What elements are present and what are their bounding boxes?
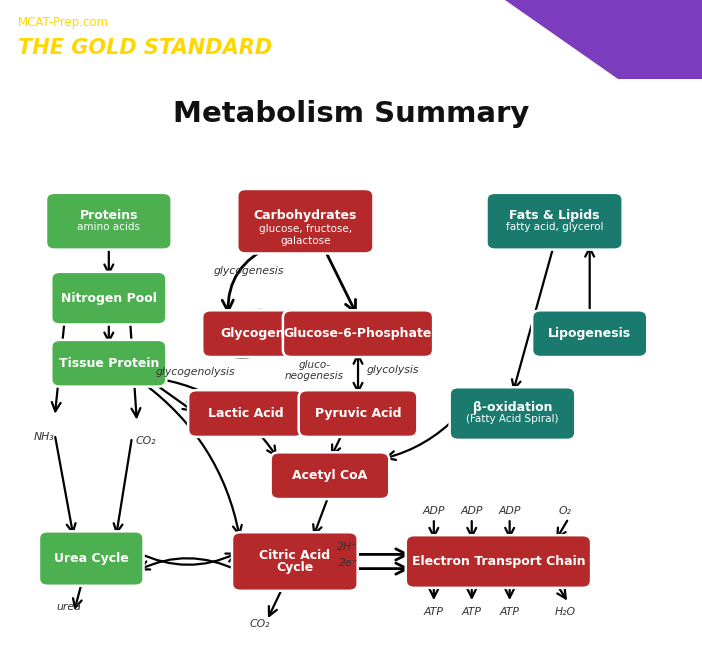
Text: Nitrogen Pool: Nitrogen Pool [61,292,157,305]
FancyBboxPatch shape [51,340,166,386]
Text: Electron Transport Chain: Electron Transport Chain [411,555,585,568]
Text: glycogenolysis: glycogenolysis [155,366,235,376]
Text: glycogenesis: glycogenesis [214,266,284,276]
Text: O₂: O₂ [559,506,571,516]
Text: Cycle: Cycle [276,561,314,574]
Text: Lactic Acid: Lactic Acid [208,407,284,420]
Text: Pyruvic Acid: Pyruvic Acid [314,407,402,420]
Text: CO₂: CO₂ [249,619,270,629]
Text: glucose, fructose,
galactose: glucose, fructose, galactose [259,224,352,246]
Text: amino acids: amino acids [77,222,140,232]
Text: Glycogen: Glycogen [220,327,285,340]
FancyBboxPatch shape [237,189,373,254]
Text: MCAT-Prep.com: MCAT-Prep.com [18,16,109,29]
Text: CO₂: CO₂ [135,436,157,446]
FancyBboxPatch shape [39,531,144,586]
FancyBboxPatch shape [271,452,389,499]
FancyBboxPatch shape [46,193,172,250]
FancyBboxPatch shape [51,272,166,325]
Text: H₂O: H₂O [555,607,576,617]
Text: Glucose-6-Phosphate: Glucose-6-Phosphate [284,327,432,340]
Text: Fats & Lipids: Fats & Lipids [510,209,600,222]
Text: ADP: ADP [423,506,445,516]
FancyBboxPatch shape [299,390,417,437]
Text: urea: urea [56,602,81,612]
Text: ADP: ADP [498,506,521,516]
FancyBboxPatch shape [232,532,357,590]
FancyBboxPatch shape [188,390,303,437]
Text: Metabolism Summary: Metabolism Summary [173,100,529,128]
FancyBboxPatch shape [532,310,647,357]
Text: Lipogenesis: Lipogenesis [548,327,631,340]
Text: (Fatty Acid Spiral): (Fatty Acid Spiral) [466,415,559,425]
Text: glycolysis: glycolysis [367,365,419,375]
FancyBboxPatch shape [202,310,303,357]
Text: β-oxidation: β-oxidation [472,401,552,414]
Text: Proteins: Proteins [79,209,138,222]
Text: Urea Cycle: Urea Cycle [54,552,128,565]
Text: ATP: ATP [500,607,519,617]
Text: NH₃: NH₃ [34,432,55,442]
Text: ATP: ATP [424,607,444,617]
Text: fatty acid, glycerol: fatty acid, glycerol [506,222,603,232]
Text: ADP: ADP [461,506,483,516]
Text: gluco-
neogenesis: gluco- neogenesis [285,360,344,381]
FancyBboxPatch shape [283,310,433,357]
Text: ATP: ATP [462,607,482,617]
FancyBboxPatch shape [486,193,623,250]
Text: Carbohydrates: Carbohydrates [253,209,357,222]
Polygon shape [505,0,702,79]
Text: 2H⁺: 2H⁺ [337,541,358,552]
FancyBboxPatch shape [406,535,591,588]
Text: Citric Acid: Citric Acid [259,549,331,562]
FancyBboxPatch shape [449,387,575,440]
Text: THE GOLD STANDARD: THE GOLD STANDARD [18,38,272,58]
Text: Acetyl CoA: Acetyl CoA [292,469,368,482]
Text: 2e⁻: 2e⁻ [338,558,358,568]
Text: Tissue Protein: Tissue Protein [59,357,159,370]
